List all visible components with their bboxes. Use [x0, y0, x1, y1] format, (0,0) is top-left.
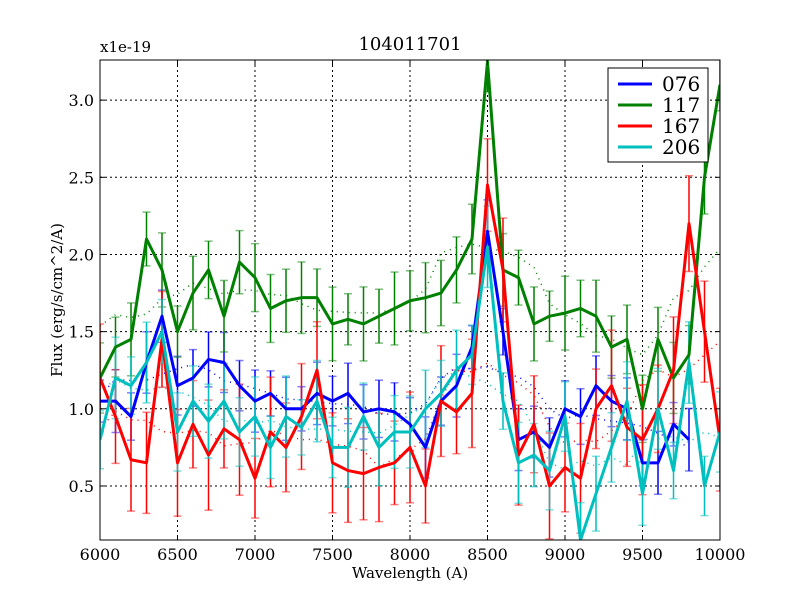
series-line-076 — [100, 229, 691, 465]
chart-title: 104011701 — [358, 34, 461, 55]
series-line-117 — [100, 60, 720, 411]
x-axis-label: Wavelength (A) — [352, 564, 468, 582]
series-line-167 — [100, 183, 720, 488]
legend-label-117: 117 — [662, 93, 700, 117]
series-line-206 — [100, 245, 720, 540]
y-tick-label: 2.5 — [69, 168, 94, 187]
legend-label-206: 206 — [662, 135, 700, 159]
x-tick-label: 10000 — [695, 545, 746, 564]
x-tick-label: 7500 — [312, 545, 353, 564]
plot-area — [100, 60, 720, 540]
x-tick-label: 8000 — [390, 545, 431, 564]
y-tick-label: 1.5 — [69, 323, 94, 342]
y-tick-label: 3.0 — [69, 91, 94, 110]
x-tick-label: 9000 — [545, 545, 586, 564]
y-tick-label: 2.0 — [69, 245, 94, 264]
x-tick-label: 6000 — [80, 545, 121, 564]
y-offset-label: x1e-19 — [100, 38, 151, 56]
y-axis-label: Flux (erg/s/cm^2/A) — [48, 223, 66, 377]
x-tick-label: 8500 — [467, 545, 508, 564]
y-tick-label: 1.0 — [69, 400, 94, 419]
legend-label-076: 076 — [662, 72, 700, 96]
x-tick-label: 6500 — [157, 545, 198, 564]
x-tick-label: 7000 — [235, 545, 276, 564]
legend-label-167: 167 — [662, 114, 700, 138]
y-tick-label: 0.5 — [69, 477, 94, 496]
x-tick-label: 9500 — [622, 545, 663, 564]
